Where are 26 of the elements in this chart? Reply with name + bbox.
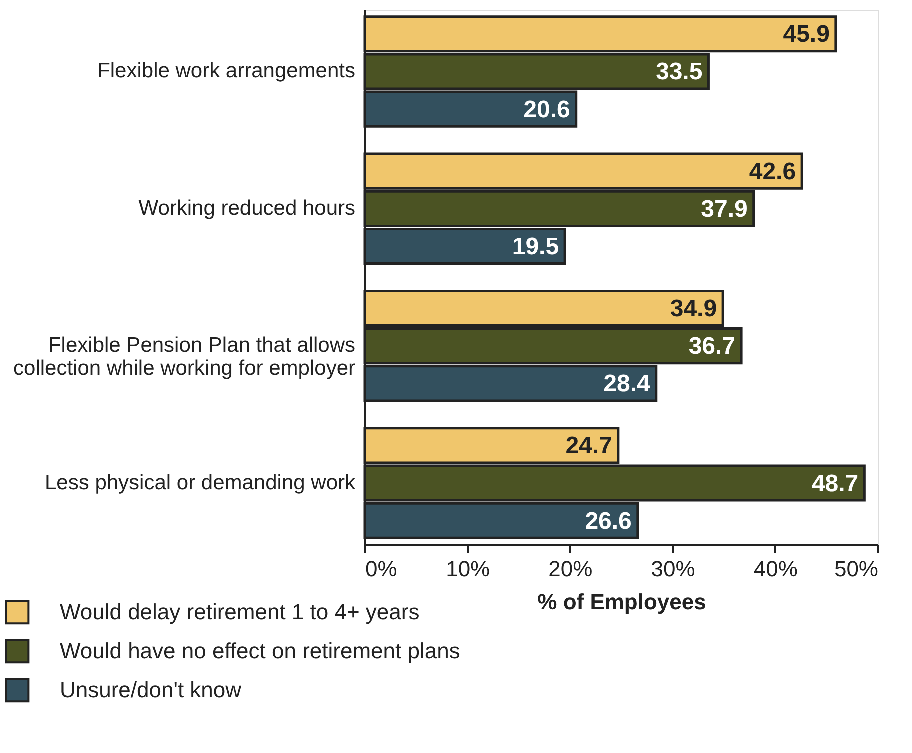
legend-label: Would have no effect on retirement plans	[60, 638, 460, 664]
y-tick-label: Flexible Pension Plan that allows collection while working for employer	[14, 334, 356, 380]
legend-label: Would delay retirement 1 to 4+ years	[60, 600, 420, 624]
x-tick-label: 10%	[446, 556, 490, 582]
data-label: 42.6	[749, 158, 796, 186]
y-tick-label: Flexible work arrangements	[98, 60, 356, 83]
data-label: 33.5	[656, 58, 703, 86]
x-tick-label: 50%	[834, 556, 878, 582]
data-label: 20.6	[524, 96, 570, 124]
x-tick-label: 20%	[548, 556, 593, 582]
data-label: 36.7	[688, 333, 736, 360]
data-label: 19.5	[512, 233, 560, 260]
y-tick-label: Less physical or demanding work	[45, 471, 356, 494]
data-label: 45.9	[783, 21, 830, 48]
data-label: 26.6	[585, 508, 632, 535]
data-label: 48.7	[812, 470, 859, 498]
data-label: 34.9	[670, 296, 718, 323]
x-axis-title: % of Employees	[538, 590, 706, 614]
y-tick-label: Working reduced hours	[138, 196, 356, 220]
data-label: 28.4	[604, 370, 652, 398]
x-tick-label: 30%	[651, 556, 696, 582]
x-tick-label: 0%	[366, 556, 398, 582]
data-label: 24.7	[566, 432, 612, 460]
x-tick-label: 40%	[754, 556, 798, 582]
legend-label: Unsure/don't know	[60, 678, 242, 702]
data-label: 37.9	[701, 196, 748, 223]
